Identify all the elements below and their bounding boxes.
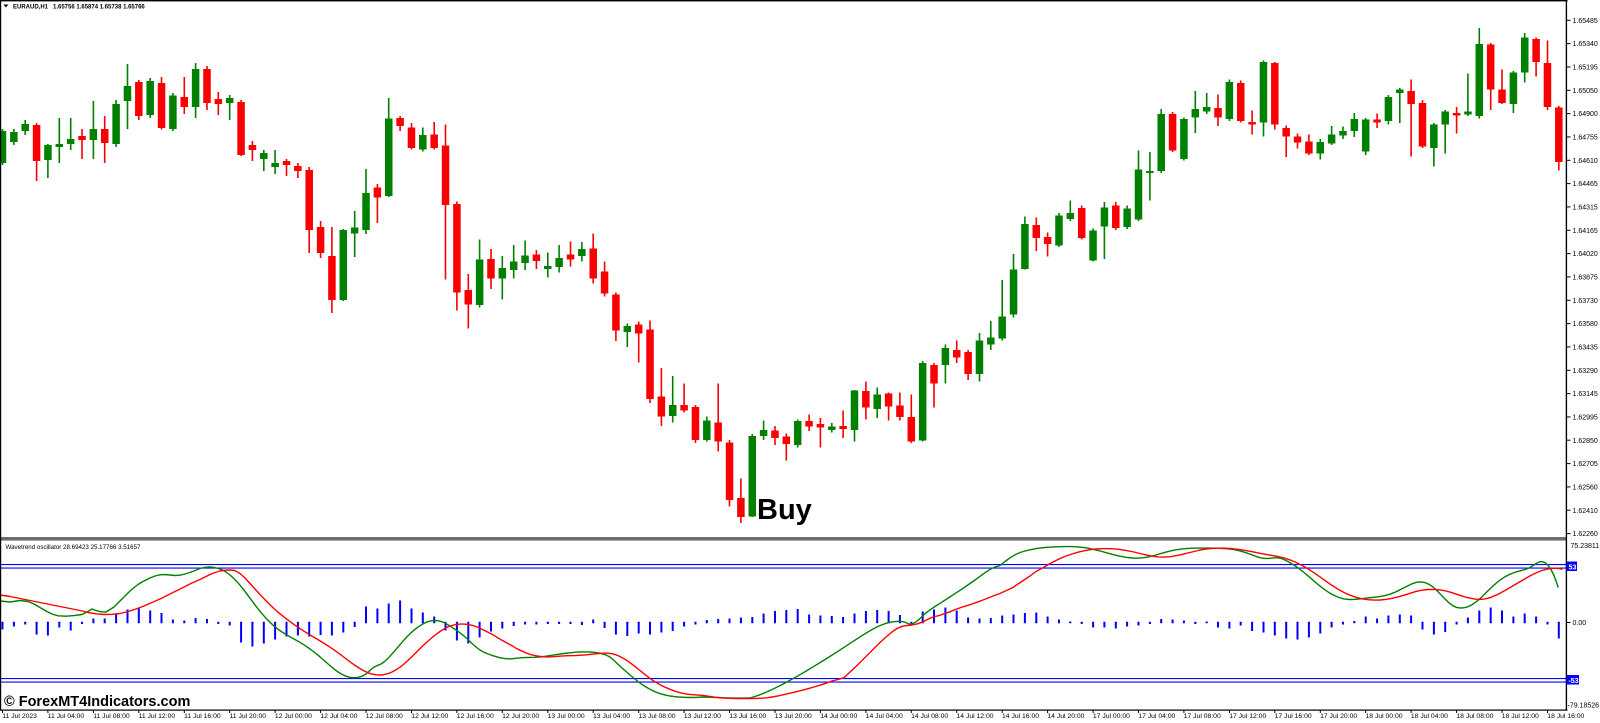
svg-text:12 Jul 00:00: 12 Jul 00:00	[275, 713, 312, 720]
svg-text:11 Jul 2023: 11 Jul 2023	[2, 713, 37, 720]
svg-text:14 Jul 04:00: 14 Jul 04:00	[866, 713, 903, 720]
svg-text:1.62260: 1.62260	[1573, 531, 1598, 538]
svg-text:1.64020: 1.64020	[1573, 251, 1598, 258]
svg-text:11 Jul 08:00: 11 Jul 08:00	[93, 713, 130, 720]
svg-text:13 Jul 20:00: 13 Jul 20:00	[775, 713, 812, 720]
svg-text:17 Jul 20:00: 17 Jul 20:00	[1320, 713, 1357, 720]
svg-text:11 Jul 20:00: 11 Jul 20:00	[230, 713, 267, 720]
svg-text:1.64610: 1.64610	[1573, 158, 1598, 165]
svg-text:1.64465: 1.64465	[1573, 181, 1598, 188]
svg-text:13 Jul 12:00: 13 Jul 12:00	[684, 713, 721, 720]
svg-text:14 Jul 16:00: 14 Jul 16:00	[1002, 713, 1039, 720]
svg-text:13 Jul 08:00: 13 Jul 08:00	[639, 713, 676, 720]
svg-text:1.65485: 1.65485	[1573, 18, 1598, 25]
svg-text:1.63580: 1.63580	[1573, 321, 1598, 328]
svg-text:12 Jul 04:00: 12 Jul 04:00	[320, 713, 357, 720]
svg-text:1.62410: 1.62410	[1573, 508, 1598, 515]
svg-text:1.65340: 1.65340	[1573, 41, 1598, 48]
svg-text:18 Jul 08:00: 18 Jul 08:00	[1456, 713, 1493, 720]
svg-text:EURAUD,H1 1.65756 1.65874 1.: EURAUD,H1 1.65756 1.65874 1.65738 1.6576…	[13, 5, 145, 11]
svg-text:17 Jul 00:00: 17 Jul 00:00	[1093, 713, 1130, 720]
svg-text:17 Jul 12:00: 17 Jul 12:00	[1229, 713, 1266, 720]
svg-text:18 Jul 16:00: 18 Jul 16:00	[1547, 713, 1584, 720]
svg-text:-53: -53	[1568, 678, 1578, 685]
svg-text:1.62705: 1.62705	[1573, 461, 1598, 468]
svg-text:Buy: Buy	[757, 494, 812, 526]
svg-text:12 Jul 16:00: 12 Jul 16:00	[457, 713, 494, 720]
svg-text:17 Jul 08:00: 17 Jul 08:00	[1184, 713, 1221, 720]
svg-text:14 Jul 20:00: 14 Jul 20:00	[1047, 713, 1084, 720]
svg-text:11 Jul 12:00: 11 Jul 12:00	[139, 713, 176, 720]
svg-text:1.64900: 1.64900	[1573, 111, 1598, 118]
svg-text:1.64315: 1.64315	[1573, 205, 1598, 212]
svg-text:1.64165: 1.64165	[1573, 228, 1598, 235]
svg-text:17 Jul 16:00: 17 Jul 16:00	[1275, 713, 1312, 720]
svg-text:11 Jul 04:00: 11 Jul 04:00	[48, 713, 85, 720]
svg-text:1.63290: 1.63290	[1573, 368, 1598, 375]
svg-text:1.63730: 1.63730	[1573, 298, 1598, 305]
svg-text:12 Jul 08:00: 12 Jul 08:00	[366, 713, 403, 720]
svg-text:1.62850: 1.62850	[1573, 438, 1598, 445]
svg-text:18 Jul 00:00: 18 Jul 00:00	[1366, 713, 1403, 720]
svg-text:14 Jul 08:00: 14 Jul 08:00	[911, 713, 948, 720]
svg-text:1.65050: 1.65050	[1573, 88, 1598, 95]
svg-text:Wavetrend oscillator 28.69423: Wavetrend oscillator 28.69423 25.17766 3…	[6, 544, 142, 551]
svg-text:12 Jul 20:00: 12 Jul 20:00	[502, 713, 539, 720]
svg-text:0.00: 0.00	[1573, 620, 1587, 627]
svg-text:14 Jul 00:00: 14 Jul 00:00	[820, 713, 857, 720]
svg-text:12 Jul 12:00: 12 Jul 12:00	[411, 713, 448, 720]
svg-text:1.63145: 1.63145	[1573, 391, 1598, 398]
svg-text:14 Jul 12:00: 14 Jul 12:00	[957, 713, 994, 720]
svg-text:17 Jul 04:00: 17 Jul 04:00	[1138, 713, 1175, 720]
svg-text:53: 53	[1569, 564, 1577, 571]
svg-text:13 Jul 00:00: 13 Jul 00:00	[548, 713, 585, 720]
svg-text:75.23811: 75.23811	[1571, 543, 1600, 550]
svg-text:1.62995: 1.62995	[1573, 415, 1598, 422]
svg-text:18 Jul 12:00: 18 Jul 12:00	[1502, 713, 1539, 720]
svg-text:1.62560: 1.62560	[1573, 485, 1598, 492]
svg-text:11 Jul 16:00: 11 Jul 16:00	[184, 713, 221, 720]
svg-text:© ForexMT4Indicators.com: © ForexMT4Indicators.com	[4, 694, 190, 710]
svg-text:1.65195: 1.65195	[1573, 65, 1598, 72]
svg-text:1.64755: 1.64755	[1573, 135, 1598, 142]
svg-text:18 Jul 04:00: 18 Jul 04:00	[1411, 713, 1448, 720]
svg-text:13 Jul 16:00: 13 Jul 16:00	[729, 713, 766, 720]
svg-text:-79.18526: -79.18526	[1568, 702, 1600, 709]
svg-text:13 Jul 04:00: 13 Jul 04:00	[593, 713, 630, 720]
svg-text:1.63435: 1.63435	[1573, 345, 1598, 352]
svg-text:1.63875: 1.63875	[1573, 275, 1598, 282]
